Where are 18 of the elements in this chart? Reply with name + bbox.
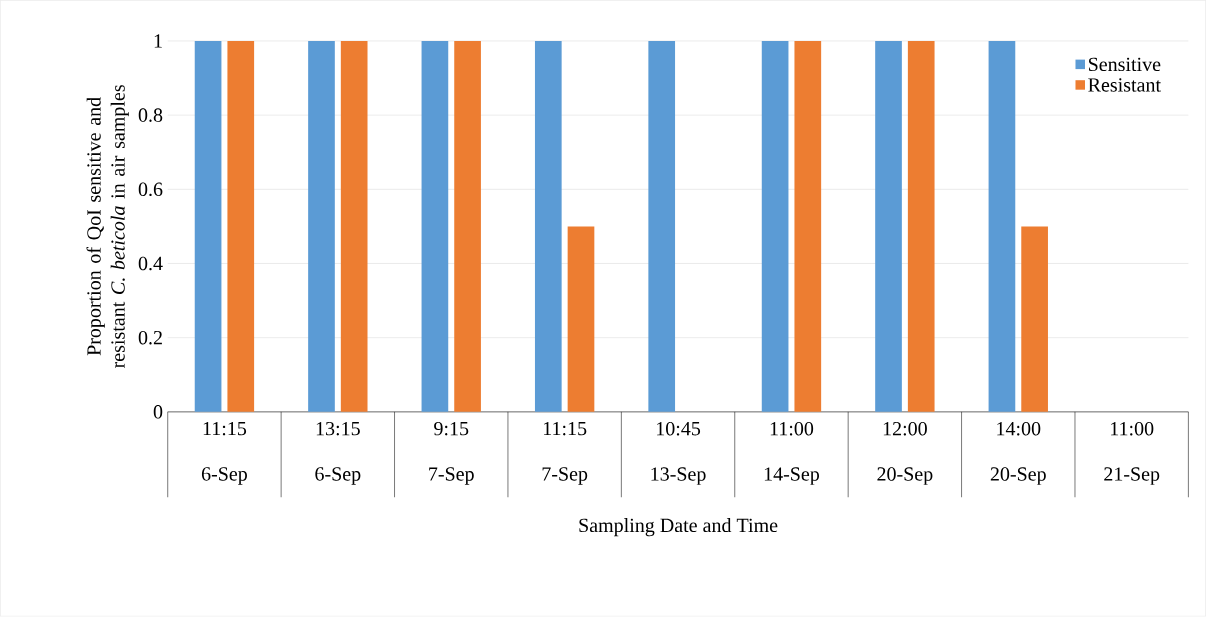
category-label: 9:15 7-Sep: [429, 422, 474, 485]
category-label: 11:15 7-Sep: [542, 422, 588, 485]
category-label: 11:15 6-Sep: [201, 422, 247, 485]
y-tick-label: 0.8: [138, 108, 163, 123]
legend-label: Sensitive: [1088, 57, 1161, 72]
category-label: 10:45 13-Sep: [651, 422, 706, 486]
category-label: 11:00 21-Sep: [1104, 422, 1160, 486]
category-label: 14:00 20-Sep: [990, 422, 1046, 486]
y-tick-label: 0.4: [138, 256, 163, 271]
y-tick-label: 1: [154, 34, 162, 48]
category-label: 11:00 14-Sep: [764, 422, 820, 486]
category-label: 12:00 20-Sep: [877, 422, 933, 486]
y-tick-label: 0: [153, 405, 163, 419]
x-axis-title: Sampling Date and Time: [579, 518, 778, 537]
category-label: 13:15 6-Sep: [315, 422, 361, 485]
y-tick-label: 0.2: [138, 331, 162, 345]
legend-label: Resistant: [1088, 78, 1161, 92]
y-tick-label: 0.6: [138, 182, 163, 197]
